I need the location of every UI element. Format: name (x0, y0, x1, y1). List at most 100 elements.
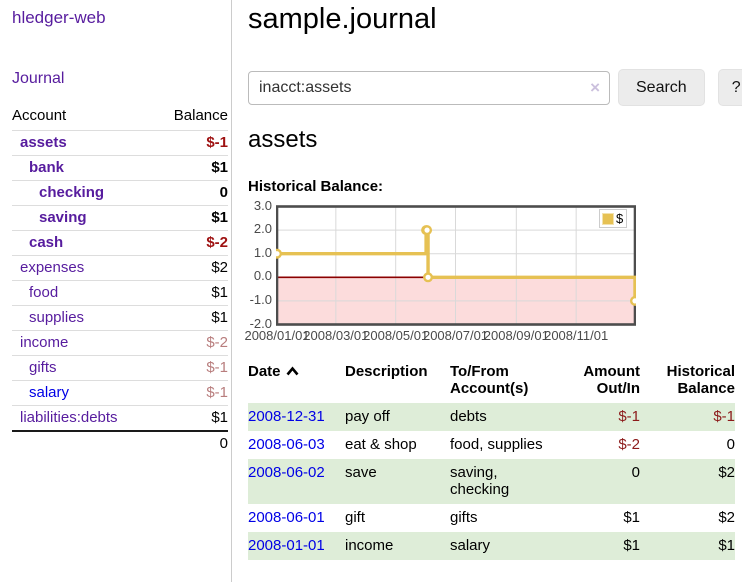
balance-column-header: Balance (173, 107, 228, 124)
account-row-assets: assets $-1 (12, 130, 228, 156)
balance-column-header: Historical Balance (640, 361, 735, 403)
account-link-checking[interactable]: checking (39, 184, 105, 201)
account-balance: 0 (154, 180, 228, 206)
amount-header-line2: Out/In (596, 380, 640, 397)
accounts-total-row: 0 (12, 430, 228, 456)
account-balance: $1 (154, 305, 228, 331)
transaction-description: eat & shop (345, 436, 417, 453)
account-link-food[interactable]: food (29, 284, 59, 301)
y-axis-tick-label: -1.0 (249, 291, 272, 307)
chart-plot-area[interactable] (276, 205, 636, 326)
account-balance: $1 (154, 205, 228, 231)
account-balance: $1 (154, 155, 228, 181)
transaction-date-link[interactable]: 2008-12-31 (248, 408, 325, 425)
search-input[interactable] (248, 70, 610, 105)
date-column-header[interactable]: Date (248, 361, 345, 403)
x-axis-tick-label: 2008/01/01 (244, 328, 310, 343)
transaction-amount: $1 (623, 509, 640, 526)
chart-heading: Historical Balance: (248, 178, 384, 195)
tofrom-header-line1: To/From (450, 363, 509, 380)
account-link-income[interactable]: income (20, 334, 69, 351)
account-row-gifts: gifts $-1 (12, 355, 228, 381)
account-balance: $1 (154, 405, 228, 431)
y-axis-tick-label: 1.0 (253, 244, 272, 260)
account-link-bank[interactable]: bank (29, 159, 65, 176)
transaction-description: gift (345, 509, 366, 526)
transaction-date-link[interactable]: 2008-01-01 (248, 537, 325, 554)
x-axis-tick-label: 2008/03/01 (303, 328, 369, 343)
transaction-balance: $1 (718, 537, 735, 554)
account-heading: assets (248, 126, 318, 153)
chart-legend: $ (599, 209, 628, 228)
transaction-amount: $-2 (618, 436, 640, 453)
account-balance: $-1 (154, 130, 228, 156)
account-balance: $2 (154, 255, 228, 281)
balance-header-line1: Historical (666, 363, 735, 380)
legend-label: $ (616, 211, 624, 226)
clear-search-icon[interactable]: × (590, 77, 600, 97)
transaction-row[interactable]: 2008-06-03 eat & shop food, supplies $-2… (248, 431, 735, 459)
account-row-bank: bank $1 (12, 155, 228, 181)
y-axis-tick-label: 3.0 (253, 197, 272, 213)
account-balance: $1 (154, 280, 228, 306)
transaction-description: pay off (345, 408, 390, 425)
account-row-salary: salary $-1 (12, 380, 228, 406)
transaction-description: save (345, 464, 377, 481)
transaction-row[interactable]: 2008-06-02 save saving, checking 0 $2 (248, 459, 735, 504)
help-button[interactable]: ? (717, 69, 742, 106)
account-link-cash[interactable]: cash (29, 234, 64, 251)
balance-header-line2: Balance (677, 380, 735, 397)
account-balance: $-2 (154, 230, 228, 256)
y-axis-tick-label: -2.0 (249, 315, 272, 331)
x-axis-tick-label: 2008/11/01 (544, 328, 609, 343)
account-link-supplies[interactable]: supplies (29, 309, 85, 326)
account-row-income: income $-2 (12, 330, 228, 356)
tofrom-column-header: To/From Account(s) (450, 361, 573, 403)
account-balance: $-1 (154, 380, 228, 406)
transaction-date-link[interactable]: 2008-06-01 (248, 509, 325, 526)
transaction-balance: 0 (726, 436, 735, 453)
legend-swatch-icon (602, 212, 614, 225)
transaction-accounts: gifts (450, 509, 478, 526)
account-link-expenses[interactable]: expenses (20, 259, 85, 276)
transaction-row[interactable]: 2008-06-01 gift gifts $1 $2 (248, 504, 735, 532)
accounts-total-balance: 0 (154, 430, 228, 456)
account-row-saving: saving $1 (12, 205, 228, 231)
register-table: Date Description To/From Account(s) Amou… (248, 361, 735, 560)
sidebar-item-journal[interactable]: Journal (12, 70, 65, 87)
transaction-amount: $1 (623, 537, 640, 554)
transaction-balance: $2 (718, 464, 735, 481)
account-column-header: Account (12, 107, 67, 124)
accounts-table: Account Balance assets $-1 bank $1 check… (12, 103, 228, 456)
transaction-accounts: food, supplies (450, 436, 543, 453)
account-link-saving[interactable]: saving (39, 209, 87, 226)
transaction-amount: 0 (631, 464, 640, 481)
page-title: sample.journal (248, 3, 437, 35)
x-axis-tick-label: 2008/05/01 (363, 328, 429, 343)
account-link-liabilities-debts[interactable]: liabilities:debts (20, 409, 118, 426)
account-row-liabilities-debts: liabilities:debts $1 (12, 405, 228, 431)
register-header-row: Date Description To/From Account(s) Amou… (248, 361, 735, 403)
transaction-date-link[interactable]: 2008-06-02 (248, 464, 325, 481)
transaction-accounts: saving, checking (450, 464, 510, 498)
transaction-row[interactable]: 2008-12-31 pay off debts $-1 $-1 (248, 403, 735, 431)
date-header-label: Date (248, 363, 281, 380)
account-link-salary[interactable]: salary (29, 384, 70, 401)
account-row-checking: checking 0 (12, 180, 228, 206)
account-row-food: food $1 (12, 280, 228, 306)
transaction-date-link[interactable]: 2008-06-03 (248, 436, 325, 453)
transaction-balance: $-1 (713, 408, 735, 425)
transaction-accounts: debts (450, 408, 487, 425)
x-axis-tick-label: 2008/09/01 (483, 328, 549, 343)
description-column-header: Description (345, 363, 428, 380)
transaction-balance: $2 (718, 509, 735, 526)
account-balance: $-2 (154, 330, 228, 356)
account-link-gifts[interactable]: gifts (29, 359, 57, 376)
app-title-link[interactable]: hledger-web (12, 8, 106, 27)
transaction-accounts: salary (450, 537, 491, 554)
transaction-row[interactable]: 2008-01-01 income salary $1 $1 (248, 532, 735, 560)
account-row-cash: cash $-2 (12, 230, 228, 256)
account-link-assets[interactable]: assets (20, 134, 67, 151)
transaction-amount: $-1 (618, 408, 640, 425)
search-button[interactable]: Search (618, 69, 705, 106)
